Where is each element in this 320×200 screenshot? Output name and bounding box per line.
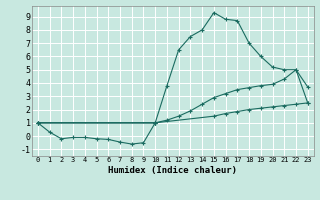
X-axis label: Humidex (Indice chaleur): Humidex (Indice chaleur) [108,166,237,175]
